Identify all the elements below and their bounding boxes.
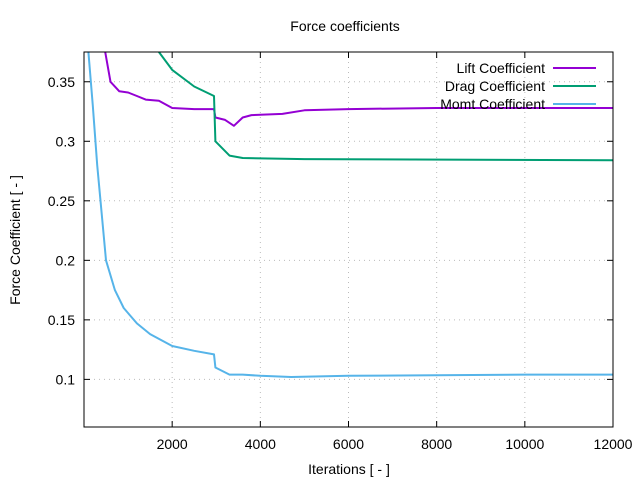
- y-tick-label: 0.35: [48, 74, 75, 90]
- grid: [84, 52, 614, 427]
- series-line-drag-coefficient: [158, 52, 613, 162]
- x-tick-label: 12000: [594, 436, 633, 452]
- y-axis-label: Force Coefficient [ - ]: [7, 175, 23, 305]
- x-tick-label: 8000: [421, 436, 452, 452]
- y-tick-label: 0.25: [48, 193, 75, 209]
- x-tick-label: 6000: [333, 436, 364, 452]
- x-axis-label: Iterations [ - ]: [308, 461, 390, 477]
- x-tick-label: 4000: [245, 436, 276, 452]
- plot-frame: [83, 51, 614, 428]
- legend-label: Drag Coefficient: [445, 78, 545, 94]
- y-tick-label: 0.3: [56, 133, 76, 149]
- legend-label: Momt Coefficient: [440, 96, 545, 112]
- legend: Lift Coefficient Drag Coefficient Momt Coe…: [440, 60, 596, 112]
- y-tick-label: 0.15: [48, 312, 75, 328]
- series-line-momt-coefficient: [87, 52, 613, 378]
- y-tick-label: 0.1: [56, 371, 76, 387]
- series-lines: [87, 52, 613, 378]
- y-tick-label: 0.2: [56, 252, 76, 268]
- legend-label: Lift Coefficient: [457, 60, 546, 76]
- chart-title: Force coefficients: [290, 18, 399, 34]
- x-tick-label: 10000: [505, 436, 544, 452]
- ticks: 2000 4000 6000 8000 10000 12000 0.1 0.15 0.2 0.25…: [48, 52, 633, 452]
- x-tick-label: 2000: [157, 436, 188, 452]
